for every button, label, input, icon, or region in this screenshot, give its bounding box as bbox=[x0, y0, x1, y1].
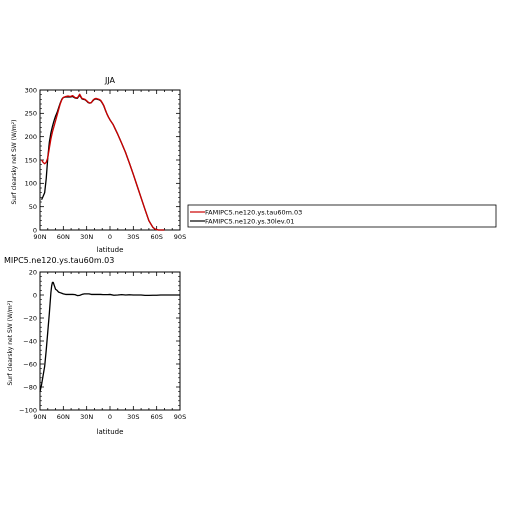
bottom-panel-xtick-label: 30N bbox=[80, 413, 93, 421]
bottom-panel-title: MIPC5.ne120.ys.tau60m.03 bbox=[4, 256, 114, 265]
bottom-panel-ytick-label: 0 bbox=[33, 291, 37, 299]
bottom-panel-ytick-label: 20 bbox=[29, 268, 37, 276]
top-panel-ytick-label: 0 bbox=[33, 226, 37, 234]
bottom-panel-ytick-label: −20 bbox=[23, 314, 37, 322]
bottom-panel-xlabel: latitude bbox=[97, 428, 124, 436]
top-panel-series-line-1 bbox=[40, 94, 165, 231]
bottom-panel-ytick-label: −80 bbox=[23, 383, 37, 391]
bottom-panel-series-line-0 bbox=[39, 281, 180, 392]
bottom-panel-xtick-label: 60N bbox=[57, 413, 70, 421]
top-panel-ytick-label: 250 bbox=[25, 110, 37, 118]
top-panel-ylabel: Surf clearsky net SW (W/m²) bbox=[11, 119, 18, 204]
legend: FAMIPC5.ne120.ys.tau60m.03 FAMIPC5.ne120… bbox=[187, 204, 497, 228]
bottom-panel-xtick-label: 0 bbox=[108, 413, 112, 421]
bottom-panel-xtick-label: 60S bbox=[150, 413, 162, 421]
top-panel-xtick-label: 30N bbox=[80, 233, 93, 241]
top-panel-xtick-label: 30S bbox=[127, 233, 139, 241]
bottom-panel-xtick-label: 90N bbox=[33, 413, 46, 421]
bottom-panel-ytick-label: −60 bbox=[23, 360, 37, 368]
legend-box bbox=[187, 204, 497, 228]
top-panel-ytick-label: 50 bbox=[29, 203, 37, 211]
top-panel: JJA Surf clearsky net SW (W/m²) 90N 60N 30… bbox=[11, 76, 186, 254]
bottom-panel-ytick-label: −40 bbox=[23, 337, 37, 345]
top-panel-xtick-label: 90S bbox=[174, 233, 186, 241]
top-panel-xtick-label: 60S bbox=[150, 233, 162, 241]
legend-entry-30lev: FAMIPC5.ne120.ys.30lev.01 bbox=[205, 218, 294, 226]
top-panel-frame bbox=[39, 89, 181, 231]
bottom-panel-ytick-label: −100 bbox=[19, 406, 37, 414]
top-panel-xtick-label: 90N bbox=[33, 233, 46, 241]
top-panel-plot-area: 90N 60N 30N 0 30S 60S 90S 0 50 100 150 200 250 300 bbox=[25, 86, 187, 241]
top-panel-ytick-label: 300 bbox=[25, 86, 37, 94]
top-panel-ytick-label: 100 bbox=[25, 180, 37, 188]
bottom-panel: MIPC5.ne120.ys.tau60m.03 Surf clearsky n… bbox=[4, 256, 186, 436]
top-panel-series-line-0 bbox=[41, 93, 165, 231]
bottom-panel-xtick-label: 30S bbox=[127, 413, 139, 421]
bottom-panel-ylabel-text: Surf clearsky net SW (W/m²) bbox=[7, 300, 14, 385]
top-panel-xlabel: latitude bbox=[97, 246, 124, 254]
bottom-panel-xtick-label: 90S bbox=[174, 413, 186, 421]
top-panel-ylabel-text: Surf clearsky net SW (W/m²) bbox=[11, 119, 18, 204]
bottom-panel-ylabel: Surf clearsky net SW (W/m²) bbox=[7, 300, 14, 385]
top-panel-title: JJA bbox=[104, 76, 116, 85]
top-panel-xtick-label: 60N bbox=[57, 233, 70, 241]
top-panel-xtick-label: 0 bbox=[108, 233, 112, 241]
legend-entry-tau60m: FAMIPC5.ne120.ys.tau60m.03 bbox=[205, 209, 302, 217]
bottom-panel-plot-area: 90N 60N 30N 0 30S 60S 90S −100 −80 −60 −40 −20 0 20 bbox=[19, 268, 186, 421]
top-panel-ytick-label: 200 bbox=[25, 133, 37, 141]
top-panel-ytick-label: 150 bbox=[25, 156, 37, 164]
